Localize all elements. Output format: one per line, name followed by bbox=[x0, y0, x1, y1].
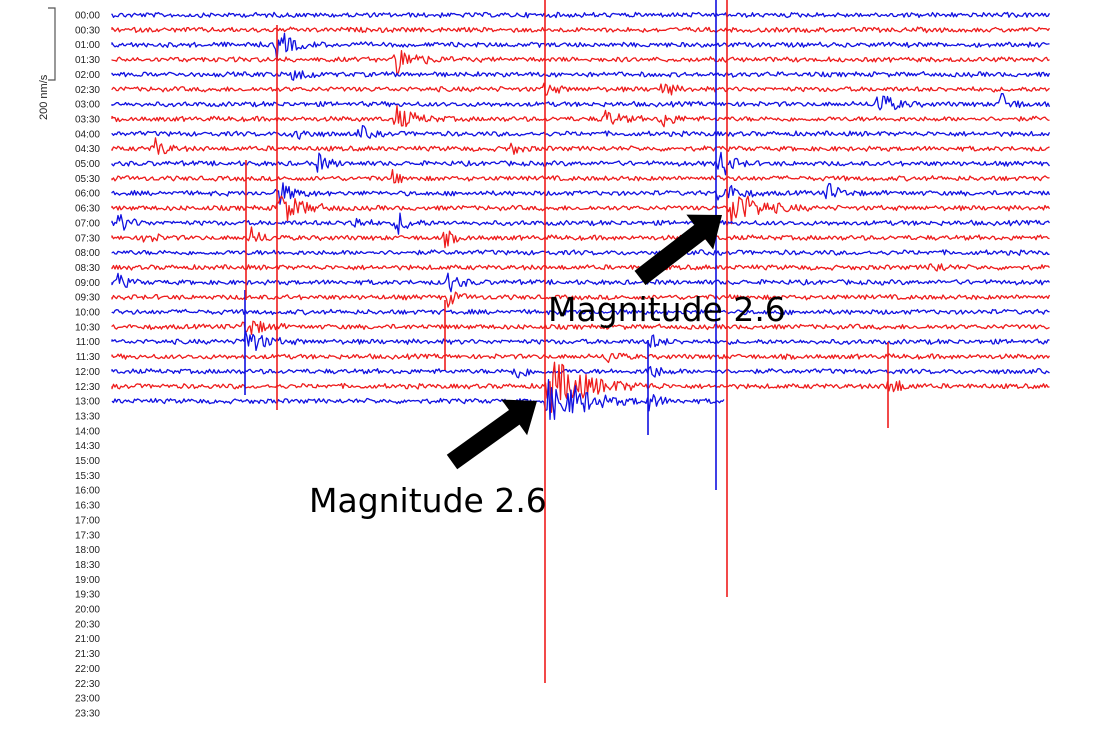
time-tick-label: 09:30 bbox=[75, 293, 100, 304]
time-tick-label: 01:00 bbox=[75, 40, 100, 51]
time-tick-label: 00:30 bbox=[75, 25, 100, 36]
seismic-trace-row bbox=[111, 291, 1051, 308]
amplitude-scale-label: 200 nm/s bbox=[38, 74, 50, 120]
seismic-trace-row bbox=[111, 11, 1051, 19]
time-tick-label: 06:00 bbox=[75, 189, 100, 200]
arrow-icon-top bbox=[634, 214, 722, 286]
time-tick-label: 19:30 bbox=[75, 590, 100, 601]
time-tick-label: 15:30 bbox=[75, 471, 100, 482]
seismic-trace-row bbox=[111, 226, 1050, 249]
time-tick-label: 23:30 bbox=[75, 708, 100, 719]
time-tick-label: 05:00 bbox=[75, 159, 100, 170]
time-tick-label: 04:00 bbox=[75, 129, 100, 140]
seismic-trace-row bbox=[111, 32, 1050, 62]
arrow-icon-bottom bbox=[446, 399, 537, 470]
time-tick-label: 17:30 bbox=[75, 530, 100, 541]
annotation-magnitude-bottom: Magnitude 2.6 bbox=[309, 481, 547, 520]
time-tick-label: 16:00 bbox=[75, 486, 100, 497]
time-tick-label: 11:30 bbox=[76, 352, 101, 363]
time-tick-label: 18:00 bbox=[75, 545, 100, 556]
seismic-trace-row bbox=[111, 26, 1051, 34]
seismic-trace-row bbox=[111, 104, 1050, 128]
time-tick-label: 09:00 bbox=[75, 278, 100, 289]
time-tick-label: 04:30 bbox=[75, 144, 100, 155]
seismic-trace-row bbox=[111, 352, 1051, 364]
time-tick-label: 21:30 bbox=[75, 649, 100, 660]
seismic-trace-row bbox=[111, 330, 1050, 352]
seismic-trace-row bbox=[111, 272, 1050, 293]
time-tick-label: 14:00 bbox=[75, 426, 100, 437]
time-tick-label: 18:30 bbox=[75, 560, 100, 571]
time-tick-label: 07:30 bbox=[75, 233, 100, 244]
seismic-trace-row bbox=[111, 70, 1051, 81]
time-tick-label: 08:00 bbox=[75, 248, 100, 259]
time-tick-label: 16:30 bbox=[75, 501, 100, 512]
time-tick-label: 03:30 bbox=[75, 114, 100, 125]
time-tick-label: 23:00 bbox=[75, 694, 100, 705]
time-tick-label: 01:30 bbox=[75, 55, 100, 66]
seismic-trace-row bbox=[111, 263, 1050, 272]
time-tick-label: 10:30 bbox=[75, 322, 100, 333]
time-tick-label: 22:00 bbox=[75, 664, 100, 675]
time-tick-label: 14:30 bbox=[75, 441, 100, 452]
time-tick-label: 06:30 bbox=[75, 204, 100, 215]
amplitude-scale-bar bbox=[48, 7, 56, 81]
scale-bar-bracket bbox=[48, 7, 56, 81]
time-tick-label: 20:00 bbox=[75, 605, 100, 616]
seismic-trace-row bbox=[111, 320, 1050, 335]
time-tick-label: 02:30 bbox=[75, 85, 100, 96]
time-tick-label: 15:00 bbox=[75, 456, 100, 467]
time-tick-label: 10:00 bbox=[75, 308, 100, 319]
time-tick-label: 00:00 bbox=[75, 11, 100, 22]
seismic-trace-row bbox=[111, 378, 725, 420]
time-tick-label: 20:30 bbox=[75, 619, 100, 630]
seismic-traces bbox=[111, 0, 1051, 683]
seismic-trace-row bbox=[111, 212, 1050, 235]
seismic-trace-row bbox=[111, 182, 1051, 205]
time-tick-label: 08:30 bbox=[75, 263, 100, 274]
time-tick-label: 11:00 bbox=[76, 337, 101, 348]
time-tick-label: 12:30 bbox=[75, 382, 100, 393]
seismic-trace-row bbox=[111, 361, 1050, 413]
time-axis-labels: 00:00 00:30 01:00 01:30 02:00 02:30 03:00 03:30… bbox=[75, 11, 100, 720]
seismic-trace-row bbox=[111, 249, 1050, 256]
seismic-trace-row bbox=[111, 308, 1050, 316]
time-tick-label: 19:00 bbox=[75, 575, 100, 586]
annotation-arrows bbox=[446, 214, 722, 470]
seismic-trace-row bbox=[111, 168, 1050, 184]
time-tick-label: 21:00 bbox=[75, 634, 100, 645]
time-tick-label: 22:30 bbox=[75, 679, 100, 690]
time-tick-label: 07:00 bbox=[75, 218, 100, 229]
seismic-trace-row bbox=[111, 50, 1050, 76]
time-tick-label: 12:00 bbox=[75, 367, 100, 378]
seismic-trace-row bbox=[111, 365, 1050, 379]
seismic-trace-row bbox=[111, 195, 1051, 225]
seismic-trace-row bbox=[111, 124, 1051, 140]
seismic-trace-row bbox=[111, 137, 1050, 155]
time-tick-label: 13:00 bbox=[75, 397, 100, 408]
time-tick-label: 03:00 bbox=[75, 100, 100, 111]
time-tick-label: 17:00 bbox=[75, 515, 100, 526]
annotation-magnitude-top: Magnitude 2.6 bbox=[548, 290, 786, 329]
seismic-trace-row bbox=[111, 92, 1051, 111]
time-tick-label: 05:30 bbox=[75, 174, 100, 185]
time-tick-label: 02:00 bbox=[75, 70, 100, 81]
seismic-trace-row bbox=[111, 82, 1050, 96]
time-tick-label: 13:30 bbox=[75, 411, 100, 422]
seismic-trace-row bbox=[111, 151, 1050, 176]
